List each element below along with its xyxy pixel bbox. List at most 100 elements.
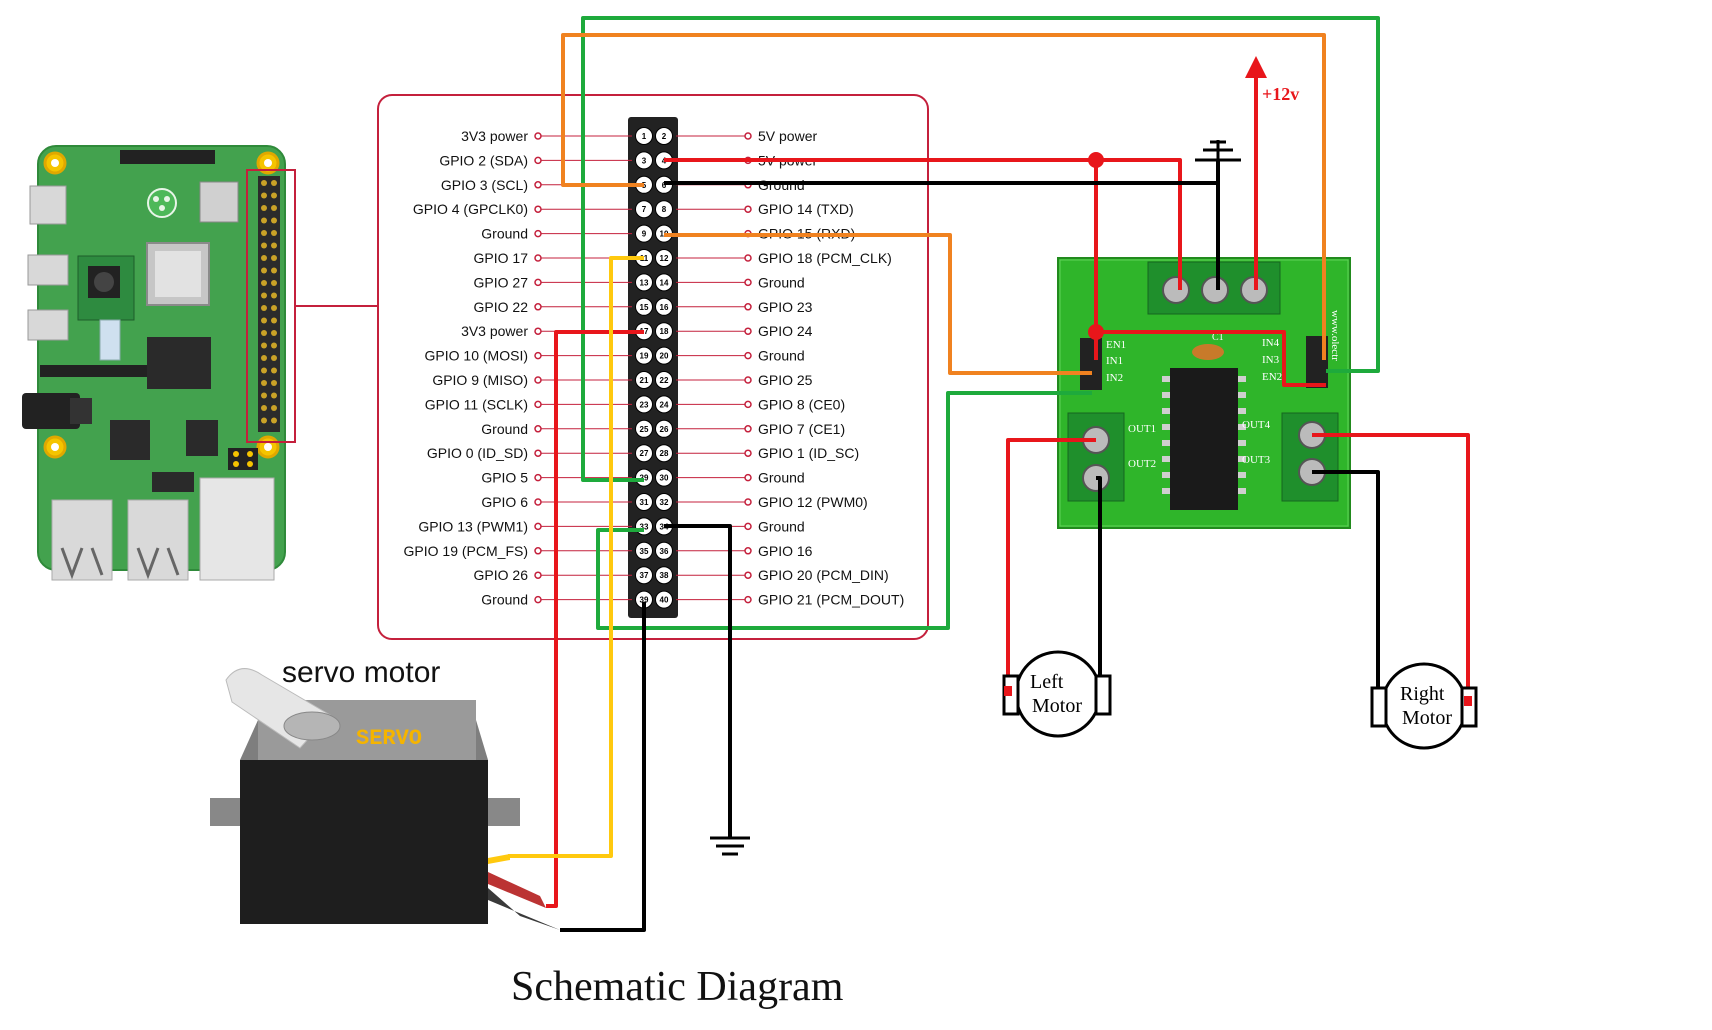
pin-connector-dot (534, 498, 542, 506)
board-gpio-pin (261, 355, 267, 361)
pin-number: 40 (660, 596, 669, 605)
pin-number: 39 (640, 596, 649, 605)
pin-number: 22 (660, 376, 669, 385)
wire-red-5v (664, 158, 1182, 290)
driver-pin-in1: IN1 (1106, 355, 1123, 367)
wire-green-bottom (596, 391, 1092, 630)
pin-label-right: Ground (758, 274, 805, 290)
pin-label-left: GPIO 11 (SCLK) (425, 396, 528, 412)
board-gpio-pin (271, 392, 277, 399)
pin-number: 9 (642, 230, 647, 239)
ic-leg (1162, 424, 1170, 430)
chip-id-label: C1 (1212, 332, 1224, 343)
driver-pin-in2: IN2 (1106, 372, 1123, 384)
pin-number: 30 (660, 474, 669, 483)
pin-circle (635, 297, 653, 316)
pin-circle (635, 541, 653, 560)
pin-number: 1 (642, 132, 647, 141)
board-gpio-pin (261, 267, 267, 274)
board-gpio-pin (271, 255, 277, 261)
board-gpio-pin (261, 205, 267, 211)
driver-pin-en1: EN1 (1106, 339, 1126, 351)
pin-connector-dot (744, 547, 752, 555)
ic-leg (1238, 472, 1246, 478)
pin-label-left: GPIO 6 (481, 494, 528, 510)
pin-connector-dot (534, 156, 542, 165)
pin-label-right: Ground (758, 518, 805, 534)
pin-label-left: GPIO 5 (481, 470, 528, 486)
board-gpio-pin (261, 317, 267, 324)
wire-orange-top (561, 33, 1326, 360)
board-gpio-pin (271, 330, 277, 336)
pin-connector-dot (534, 205, 542, 213)
board-gpio-pin (261, 217, 267, 224)
wire-servo-yellow (508, 256, 644, 858)
pin-connector-dot (744, 473, 752, 482)
pin-label-left: GPIO 22 (474, 299, 529, 315)
motor-driver-board: C1 EN1 IN1 IN2 IN4 IN3 EN2 OUT1 OUT2 OUT… (1057, 257, 1351, 529)
driver-pin-in3: IN3 (1262, 354, 1280, 366)
pin-number: 17 (640, 327, 649, 336)
pin-number: 13 (640, 278, 649, 287)
pin-circle (635, 419, 653, 438)
pin-label-left: GPIO 4 (GPCLK0) (413, 201, 528, 217)
pin-label-left: GPIO 9 (MISO) (432, 372, 528, 388)
pin-connector-dot (744, 205, 752, 213)
board-gpio-pin (261, 405, 267, 411)
pin-circle (655, 273, 673, 292)
pin-label-right: GPIO 20 (PCM_DIN) (758, 567, 889, 583)
pin-connector-dot (744, 132, 752, 140)
board-gpio-pin (261, 330, 267, 336)
ic-leg (1162, 392, 1170, 398)
pin-connector-dot (744, 595, 752, 604)
pin-number: 37 (640, 571, 649, 580)
ic-leg (1162, 440, 1170, 446)
pin-connector-dot (534, 327, 542, 335)
right-motor-line2: Motor (1402, 707, 1452, 729)
pin-number: 15 (640, 303, 649, 312)
pin-number: 7 (642, 205, 647, 214)
pin-label-left: GPIO 3 (SCL) (441, 177, 528, 193)
pin-number: 24 (660, 400, 669, 409)
servo-motor: SERVO (210, 668, 560, 930)
pin-label-right: GPIO 23 (758, 299, 813, 315)
driver-pin-in4: IN4 (1262, 337, 1280, 349)
wire-servo-red (546, 330, 644, 908)
ic-leg (1162, 456, 1170, 462)
pin-label-left: 3V3 power (461, 323, 528, 339)
pin-number: 35 (640, 547, 649, 556)
junction-dot (1088, 152, 1104, 168)
wire-right-motor-red (1312, 433, 1470, 698)
ic-leg (1238, 488, 1246, 494)
board-gpio-pin (261, 242, 267, 249)
pin-circle (655, 541, 673, 560)
pin-number: 16 (660, 303, 669, 312)
pin-circle (655, 419, 673, 438)
wire-black-pin34 (664, 524, 732, 838)
pin-circle (635, 273, 653, 292)
board-gpio-pin (261, 305, 267, 311)
board-gpio-pin (261, 292, 267, 299)
board-gpio-pin (271, 342, 277, 349)
pin-label-left: GPIO 13 (PWM1) (418, 518, 528, 534)
board-gpio-pin (271, 205, 277, 211)
pin-connector-dot (744, 522, 752, 531)
pin-connector-dot (744, 303, 752, 311)
pin-number: 33 (640, 522, 649, 531)
pin-number: 29 (640, 474, 649, 483)
left-motor-line2: Motor (1032, 695, 1082, 717)
pin-circle (635, 371, 653, 389)
board-gpio-pin (261, 180, 267, 186)
pin-connector-dot (744, 376, 752, 384)
pin-circle (655, 590, 673, 609)
servo-brand: SERVO (356, 726, 422, 751)
pin-circle (655, 493, 673, 511)
pin-circle (655, 395, 673, 414)
pin-connector-dot (744, 449, 752, 457)
pin-label-right: GPIO 7 (CE1) (758, 421, 845, 437)
left-motor-line1: Left (1030, 671, 1064, 693)
pin-number: 23 (640, 400, 649, 409)
right-motor-line1: Right (1400, 683, 1445, 705)
ic-leg (1162, 488, 1170, 494)
pin-label-right: GPIO 16 (758, 543, 813, 559)
